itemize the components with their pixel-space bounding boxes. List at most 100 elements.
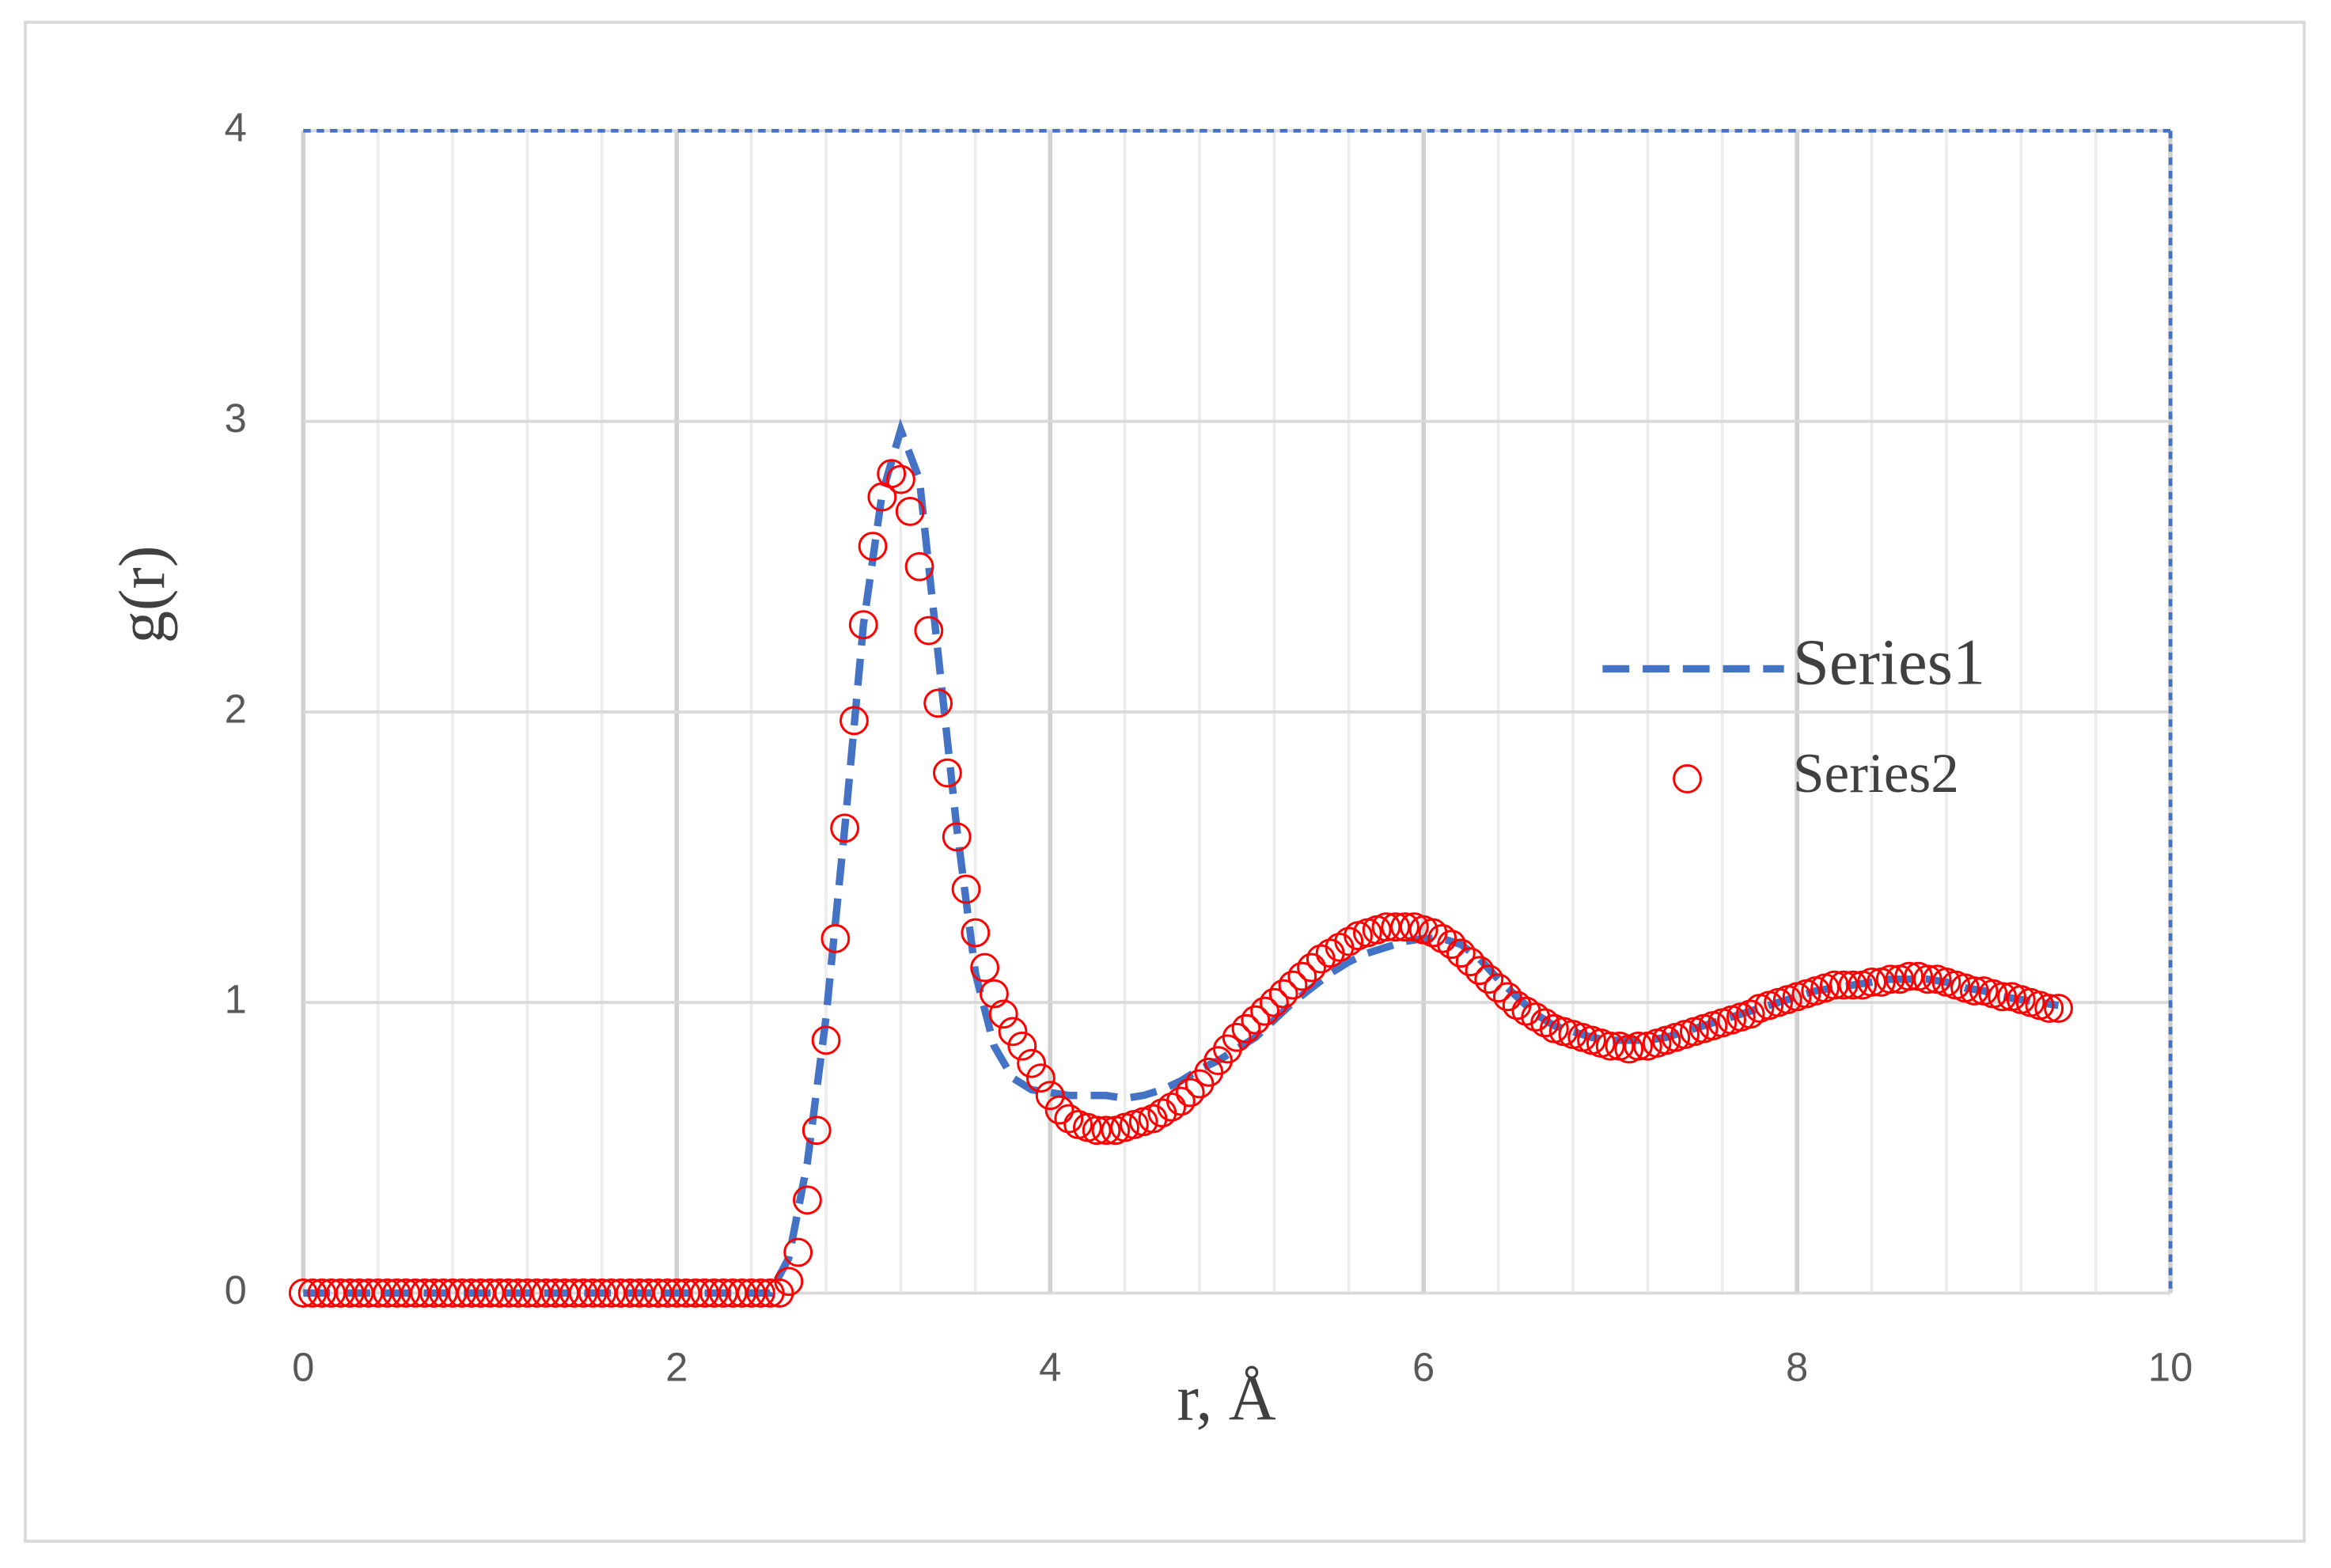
data-point: [428, 1278, 458, 1308]
data-point: [1250, 996, 1279, 1026]
data-point: [1035, 1081, 1065, 1111]
data-point: [568, 1278, 598, 1308]
data-point: [1287, 961, 1317, 991]
data-point: [1082, 1115, 1112, 1146]
data-point: [381, 1278, 411, 1308]
data-point: [1894, 961, 1924, 991]
data-point: [661, 1278, 692, 1308]
data-point: [979, 979, 1009, 1009]
data-point: [1157, 1092, 1187, 1122]
data-point: [1017, 1048, 1047, 1078]
data-point: [1278, 970, 1308, 1000]
data-point: [2034, 994, 2064, 1023]
data-point: [624, 1278, 654, 1308]
plot-marks: [288, 418, 2073, 1308]
legend: Series1 Series2: [1602, 625, 1985, 805]
data-point: [344, 1278, 374, 1308]
data-point: [1912, 964, 1942, 994]
data-point: [774, 1267, 804, 1297]
data-point: [811, 1025, 841, 1055]
data-point: [597, 1278, 627, 1308]
data-point: [961, 918, 991, 948]
data-point: [680, 1278, 711, 1308]
y-tick-label: 2: [225, 686, 247, 731]
data-point: [316, 1278, 347, 1308]
data-point: [484, 1278, 514, 1308]
x-tick-label: 10: [2148, 1345, 2193, 1390]
y-tick-label: 1: [225, 977, 247, 1022]
y-tick-label: 3: [225, 396, 247, 441]
data-point: [373, 1278, 402, 1308]
data-point: [653, 1278, 682, 1308]
data-point: [708, 1278, 738, 1308]
data-point: [1222, 1022, 1252, 1052]
data-point: [1829, 970, 1859, 1000]
data-point: [1875, 964, 1905, 994]
data-point: [400, 1278, 430, 1308]
data-point: [783, 1237, 813, 1267]
data-point: [419, 1278, 449, 1308]
data-point: [1044, 1095, 1075, 1125]
data-point: [550, 1278, 580, 1308]
data-point: [1530, 1008, 1560, 1038]
data-point: [606, 1278, 635, 1308]
data-point: [737, 1278, 767, 1308]
data-point: [830, 813, 860, 843]
data-point: [1624, 1031, 1653, 1061]
data-point: [1595, 1031, 1625, 1061]
data-point: [1231, 1013, 1261, 1043]
data-point: [559, 1278, 589, 1308]
data-point: [521, 1278, 551, 1308]
data-point: [466, 1278, 495, 1308]
data-point: [2044, 994, 2073, 1023]
legend-label: Series2: [1793, 742, 1959, 805]
data-point: [1959, 976, 1989, 1006]
data-point: [1390, 912, 1419, 942]
data-point: [914, 615, 944, 646]
data-point: [1427, 923, 1457, 953]
data-point: [457, 1278, 487, 1308]
data-point: [363, 1278, 393, 1308]
data-point: [634, 1278, 664, 1308]
data-point: [307, 1278, 337, 1308]
data-point: [643, 1278, 673, 1308]
x-tick-label: 2: [665, 1345, 688, 1390]
data-point: [1484, 973, 1513, 1003]
data-point: [802, 1115, 832, 1146]
data-point: [671, 1278, 701, 1308]
data-point: [1268, 979, 1298, 1009]
data-point: [1437, 930, 1466, 960]
data-point: [1492, 982, 1522, 1012]
data-point: [475, 1278, 505, 1308]
data-point: [933, 758, 962, 788]
data-point: [540, 1278, 570, 1308]
data-point: [1334, 926, 1364, 956]
data-point: [326, 1278, 355, 1308]
data-point: [1381, 912, 1411, 942]
data-point: [615, 1278, 645, 1308]
data-point: [718, 1278, 748, 1308]
x-axis-label: r, Å: [1177, 1361, 1276, 1434]
data-point: [840, 706, 869, 736]
data-point: [746, 1278, 775, 1308]
data-point: [821, 923, 851, 953]
legend-label: Series1: [1793, 625, 1985, 698]
data-point: [1988, 982, 2018, 1012]
data-point: [438, 1278, 468, 1308]
data-point: [531, 1278, 561, 1308]
data-point: [942, 822, 972, 852]
data-point: [1455, 947, 1485, 977]
data-point: [513, 1278, 542, 1308]
data-point: [895, 497, 925, 526]
data-point: [298, 1278, 328, 1308]
data-point: [886, 464, 915, 494]
x-tick-label: 8: [1786, 1345, 1808, 1390]
data-point: [1007, 1031, 1037, 1061]
data-point: [877, 459, 907, 489]
data-point: [587, 1278, 617, 1308]
data-point: [699, 1278, 729, 1308]
x-tick-label: 0: [292, 1345, 314, 1390]
y-tick-label: 4: [225, 105, 247, 150]
data-point: [494, 1278, 524, 1308]
